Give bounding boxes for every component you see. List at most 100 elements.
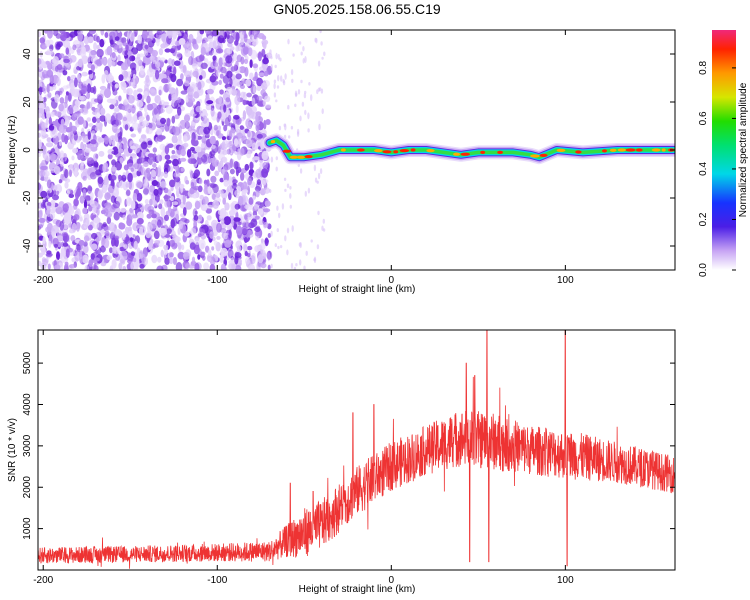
noise-blob: [75, 191, 80, 200]
noise-blob: [157, 99, 166, 106]
noise-region: [38, 30, 326, 270]
noise-blob: [201, 146, 206, 155]
noise-blob: [151, 169, 156, 178]
noise-blob: [172, 32, 177, 40]
noise-blob: [46, 110, 51, 120]
noise-blob: [87, 130, 92, 140]
noise-blob: [124, 104, 133, 112]
noise-blob: [211, 39, 219, 49]
noise-blob: [224, 162, 232, 171]
noise-blob: [64, 168, 69, 179]
noise-blob: [160, 43, 166, 49]
noise-blob: [38, 224, 43, 229]
noise-blob: [118, 95, 122, 102]
noise-blob: [219, 177, 224, 183]
noise-blob: [176, 53, 183, 58]
noise-blob: [119, 207, 127, 213]
noise-blob: [210, 175, 217, 183]
noise-blob: [69, 31, 77, 38]
noise-blob: [234, 265, 242, 270]
noise-blob: [42, 74, 50, 79]
noise-blob: [262, 161, 269, 169]
noise-blob: [161, 33, 167, 43]
noise-blob: [239, 147, 245, 156]
noise-blob: [184, 80, 190, 87]
noise-blob: [235, 32, 240, 43]
noise-blob: [117, 54, 121, 63]
noise-blob: [73, 105, 78, 113]
snr-x-ticks: -200 -100 0 100: [33, 330, 574, 586]
noise-blob: [46, 205, 51, 211]
noise-blob: [247, 121, 253, 129]
noise-blob: [58, 103, 64, 112]
noise-blob-sparse: [292, 53, 295, 57]
noise-blob: [111, 150, 119, 155]
noise-blob: [110, 166, 117, 172]
noise-blob: [228, 122, 233, 127]
noise-blob: [64, 94, 68, 104]
noise-blob: [124, 226, 129, 235]
noise-blob: [102, 163, 107, 173]
noise-blob-sparse: [291, 78, 294, 83]
noise-blob: [245, 78, 252, 87]
noise-blob-sparse: [307, 112, 310, 120]
ridge-peak: [617, 148, 627, 152]
noise-blob: [89, 172, 97, 180]
noise-blob: [160, 227, 168, 237]
noise-blob: [266, 156, 270, 164]
noise-blob: [191, 193, 199, 199]
noise-blob: [206, 88, 214, 95]
noise-blob-sparse: [302, 58, 305, 64]
noise-blob: [91, 232, 98, 240]
ridge-peak: [625, 148, 636, 152]
noise-blob: [234, 189, 241, 197]
noise-blob: [70, 82, 76, 90]
noise-blob: [184, 30, 188, 35]
noise-blob: [146, 68, 154, 78]
noise-blob: [263, 221, 269, 228]
noise-blob: [73, 214, 80, 221]
noise-blob: [193, 220, 198, 229]
noise-blob: [241, 181, 249, 191]
noise-blob: [234, 255, 239, 265]
ridge-peak: [609, 148, 617, 152]
ridge-peak: [480, 150, 486, 154]
noise-blob: [79, 195, 85, 204]
noise-blob: [107, 57, 113, 68]
noise-blob-sparse: [320, 88, 324, 94]
colorbar-tick-label: 0.6: [698, 111, 709, 125]
ridge-peak: [635, 148, 643, 152]
noise-blob: [246, 150, 252, 159]
noise-blob: [191, 63, 198, 69]
noise-blob-sparse: [289, 204, 292, 209]
noise-blob: [80, 161, 85, 167]
noise-blob: [59, 97, 65, 104]
noise-blob: [110, 195, 116, 203]
noise-blob: [90, 139, 97, 145]
noise-blob: [109, 31, 116, 39]
noise-blob: [242, 99, 247, 106]
noise-blob: [236, 245, 242, 253]
noise-blob: [233, 160, 239, 170]
noise-blob: [50, 111, 56, 117]
noise-blob: [156, 167, 162, 178]
noise-blob: [143, 178, 149, 187]
noise-blob: [54, 264, 61, 270]
noise-blob: [165, 104, 173, 114]
noise-blob-sparse: [307, 128, 310, 133]
noise-blob-sparse: [305, 250, 308, 256]
noise-blob: [112, 89, 118, 96]
noise-blob: [185, 201, 193, 210]
noise-blob: [112, 200, 121, 209]
noise-blob: [72, 147, 79, 154]
noise-blob: [153, 230, 160, 240]
noise-blob: [204, 30, 211, 35]
noise-blob: [240, 38, 245, 46]
noise-blob: [92, 116, 97, 123]
noise-blob-sparse: [273, 79, 277, 84]
snr-x-tick-label: -100: [207, 575, 227, 586]
noise-blob: [230, 46, 235, 51]
noise-blob-sparse: [276, 85, 280, 89]
noise-blob: [156, 154, 161, 161]
